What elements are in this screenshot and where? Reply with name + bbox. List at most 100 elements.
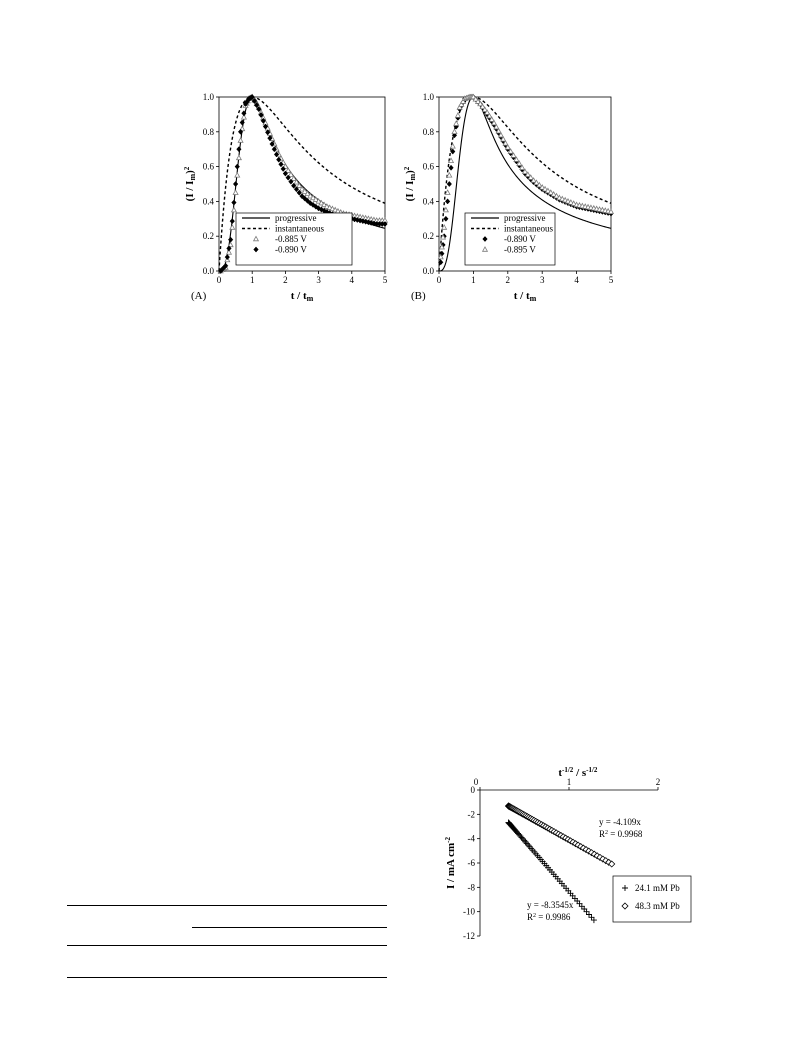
data-point-triangle xyxy=(304,190,311,197)
data-point-triangle xyxy=(474,98,482,104)
data-point-diamond xyxy=(278,161,284,168)
data-point-triangle xyxy=(229,224,236,230)
table-top-rule xyxy=(67,905,387,906)
data-point-triangle xyxy=(533,179,540,186)
data-point-plus xyxy=(590,917,597,924)
x-tick-label: 2 xyxy=(656,777,661,787)
chronoamperometry-chart-b: 0 1 2 3 4 5 0.0 0.2 0.4 0.6 0.8 1.0 t / tm (I / Im)2 (… xyxy=(404,92,615,303)
data-point-diamond xyxy=(276,156,282,163)
data-point-diamond xyxy=(236,146,242,153)
data-point-triangle xyxy=(570,200,577,206)
data-point-diamond xyxy=(608,860,616,868)
data-point-triangle xyxy=(553,192,560,199)
legend-label: -0.895 V xyxy=(504,245,536,255)
table-bottom-rule xyxy=(67,977,387,978)
data-point-triangle xyxy=(454,112,461,118)
data-point-triangle xyxy=(524,171,531,177)
data-point-plus xyxy=(519,835,526,842)
data-point-diamond xyxy=(621,902,629,910)
data-point-diamond xyxy=(448,164,454,171)
plot-frame xyxy=(218,96,386,272)
y-tick-label: 0.2 xyxy=(203,231,214,241)
data-point-triangle xyxy=(234,171,241,178)
y-axis-label: (I / Im)2 xyxy=(404,166,417,201)
data-point-triangle xyxy=(298,185,306,192)
legend-label: -0.890 V xyxy=(504,234,536,244)
x-tick-label: 5 xyxy=(383,275,388,285)
data-point-triangle xyxy=(530,177,537,183)
y-tick-label: 0.4 xyxy=(203,196,215,206)
data-point-diamond xyxy=(293,186,300,193)
data-point-triangle xyxy=(227,241,234,248)
legend-label: 48.3 mM Pb xyxy=(635,901,680,911)
data-point-diamond xyxy=(444,198,451,205)
data-point-diamond xyxy=(450,148,456,155)
data-point-plus xyxy=(588,914,595,921)
data-point-triangle xyxy=(504,144,511,150)
data-point-triangle xyxy=(230,206,238,213)
y-tick-label: -4 xyxy=(468,834,476,844)
data-point-plus xyxy=(517,833,524,840)
y-tick-label: -10 xyxy=(463,907,475,917)
data-point-triangle xyxy=(438,243,445,250)
data-point-diamond xyxy=(223,262,229,269)
table-header-rule xyxy=(67,945,387,946)
data-point-triangle xyxy=(513,156,520,162)
data-point-triangle xyxy=(567,199,574,205)
data-point-triangle xyxy=(519,164,526,170)
data-point-triangle xyxy=(460,98,467,104)
data-point-triangle xyxy=(447,157,455,163)
x-tick-label: 1 xyxy=(250,275,255,285)
data-point-triangle xyxy=(232,189,239,195)
data-point-diamond xyxy=(227,236,234,243)
legend-label: progressive xyxy=(275,213,317,223)
data-point-triangle xyxy=(446,171,453,178)
panel-label: (A) xyxy=(191,290,207,302)
x-tick-label: 1 xyxy=(471,275,476,285)
x-tick-label: 2 xyxy=(506,275,511,285)
data-point-triangle xyxy=(290,175,297,181)
y-tick-label: 0.6 xyxy=(423,162,435,172)
data-point-triangle xyxy=(544,187,552,194)
data-point-diamond xyxy=(249,94,255,100)
x-tick-label: 5 xyxy=(609,275,614,285)
y-tick-label: 0 xyxy=(471,785,476,795)
data-point-diamond xyxy=(239,119,245,126)
data-point-triangle xyxy=(442,206,449,213)
y-axis-label: I / mA cm-2 xyxy=(445,837,457,889)
data-point-triangle xyxy=(477,100,484,107)
data-point-triangle xyxy=(521,168,529,175)
y-tick-label: -6 xyxy=(468,858,476,868)
panel-label: (B) xyxy=(411,290,426,302)
legend-label: progressive xyxy=(504,213,546,223)
data-point-diamond xyxy=(265,129,271,136)
y-tick-label: -12 xyxy=(463,931,475,941)
y-tick-label: 0.6 xyxy=(203,162,215,172)
x-tick-label: 4 xyxy=(350,275,355,285)
data-point-triangle xyxy=(547,189,554,195)
data-point-triangle xyxy=(481,246,489,252)
x-tick-label: 2 xyxy=(283,275,288,285)
data-point-triangle xyxy=(527,174,534,180)
data-point-triangle xyxy=(507,148,514,154)
x-tick-label: 0 xyxy=(217,275,222,285)
x-axis-label: t / tm xyxy=(514,290,537,303)
data-point-triangle xyxy=(481,106,488,112)
data-point-triangle xyxy=(607,208,615,215)
data-point-diamond xyxy=(253,102,260,109)
data-point-diamond xyxy=(291,182,297,189)
data-point-triangle xyxy=(541,185,549,192)
fit-r2-24mM: R2 = 0.9986 xyxy=(527,912,571,922)
y-tick-label: 0.0 xyxy=(423,266,435,276)
data-point-triangle xyxy=(562,196,569,203)
y-tick-label: 0.8 xyxy=(423,127,435,137)
series-triangle xyxy=(437,93,615,260)
data-point-diamond xyxy=(443,215,449,222)
legend-label: 24.1 mM Pb xyxy=(635,883,680,893)
data-point-diamond xyxy=(241,110,247,117)
y-tick-label: 0.0 xyxy=(203,266,215,276)
data-point-diamond xyxy=(256,106,262,113)
cottrell-plot-chart: 0 1 2 0 -2 -4 -6 -8 -10 -12 t-1/2 / s-1/2 I / mA cm… xyxy=(445,766,692,941)
data-point-triangle xyxy=(321,201,328,208)
